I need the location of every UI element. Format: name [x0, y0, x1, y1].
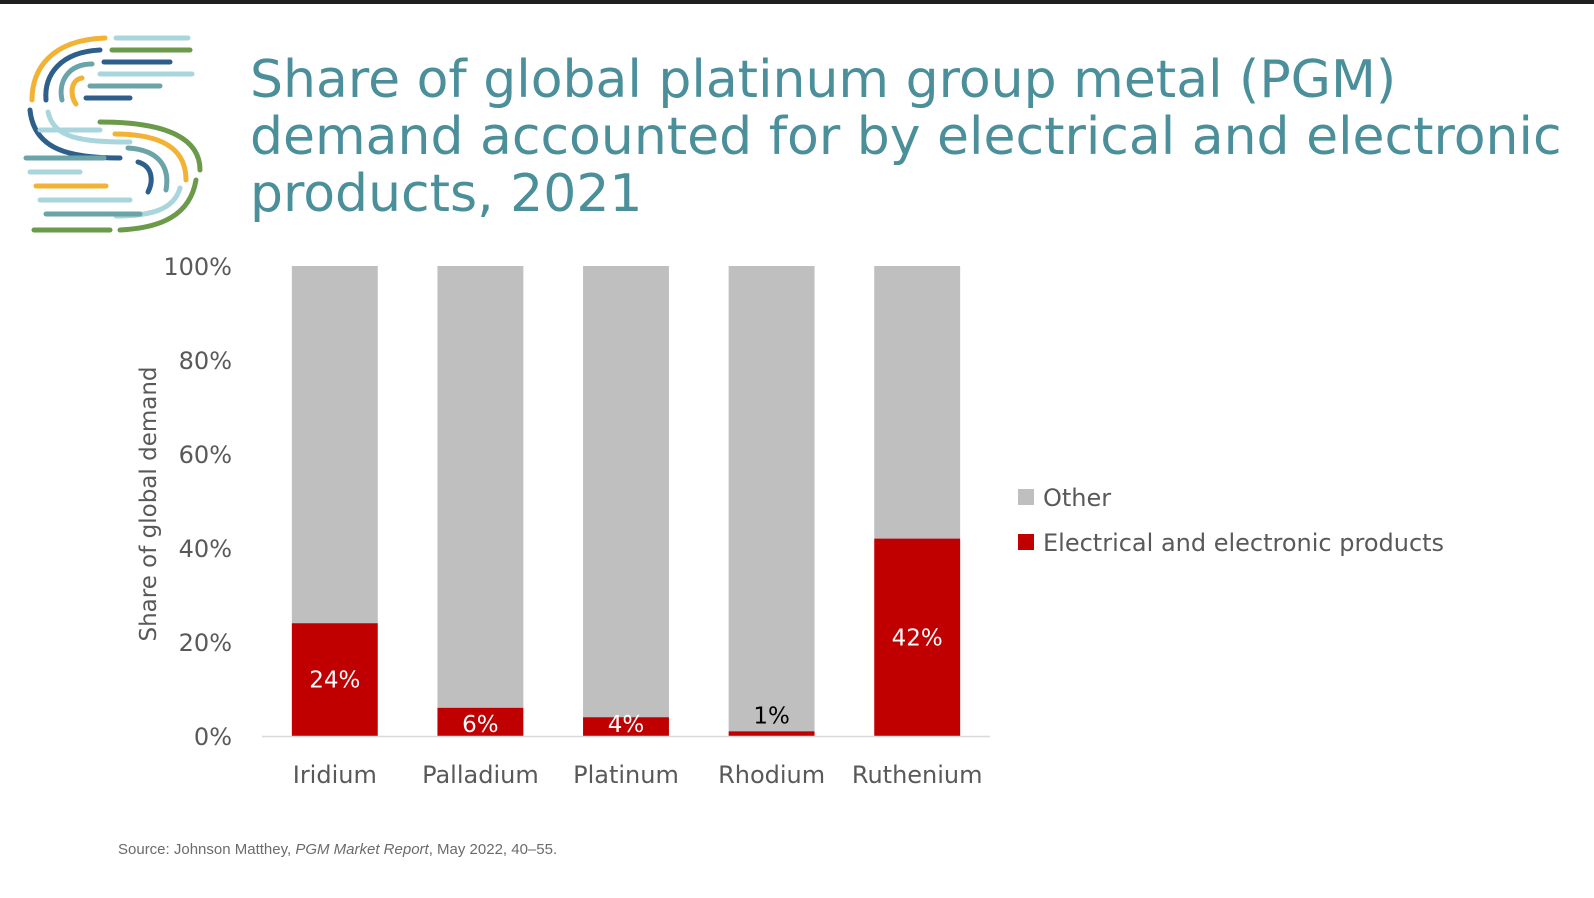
y-tick-label: 0%	[194, 723, 232, 751]
y-tick-label: 40%	[179, 535, 232, 563]
data-label: 42%	[892, 625, 943, 651]
source-prefix: Source: Johnson Matthey,	[118, 841, 296, 858]
bar-other-platinum	[583, 266, 669, 718]
source-report-title: PGM Market Report	[295, 841, 429, 858]
title-line-1: Share of global platinum group metal (PG…	[250, 50, 1397, 110]
bar-electrical-platinum	[583, 717, 669, 736]
stacked-bar-chart: 0% 20% 40% 60% 80% 100% Share of global demand…	[136, 253, 1444, 789]
x-tick-label: Platinum	[573, 761, 679, 789]
source-suffix: , May 2022, 40–55.	[428, 841, 558, 858]
legend-label: Electrical and electronic products	[1043, 529, 1444, 557]
x-tick-label: Ruthenium	[852, 761, 983, 789]
striped-s-logo-icon	[23, 35, 203, 233]
bar-electrical-iridium	[291, 623, 378, 736]
y-tick-label: 60%	[179, 441, 232, 469]
bar-electrical-palladium	[437, 707, 524, 736]
legend-swatch	[1018, 534, 1034, 550]
y-axis-label: Share of global demand	[136, 366, 162, 641]
title-line-3: products, 2021	[250, 164, 643, 224]
bar-other-rhodium	[728, 266, 815, 732]
y-tick-label: 80%	[179, 347, 232, 375]
page-title: Share of global platinum group metal (PG…	[250, 52, 1570, 223]
x-tick-label: Rhodium	[718, 761, 825, 789]
bar-other-palladium	[437, 266, 524, 708]
x-tick-label: Iridium	[293, 761, 377, 789]
bar-electrical-rhodium	[728, 731, 815, 736]
data-label: 6%	[462, 712, 499, 738]
y-tick-label: 100%	[163, 253, 232, 281]
bar-other-ruthenium	[874, 266, 961, 539]
legend-swatch	[1018, 489, 1034, 505]
legend-label: Other	[1043, 484, 1111, 512]
title-line-2: demand accounted for by electrical and e…	[250, 107, 1562, 167]
source-note: Source: Johnson Matthey, PGM Market Repo…	[118, 841, 557, 858]
x-tick-label: Palladium	[422, 761, 539, 789]
data-label: 1%	[753, 703, 790, 729]
bar-electrical-ruthenium	[874, 538, 961, 736]
data-label: 24%	[309, 668, 360, 694]
y-tick-label: 20%	[179, 629, 232, 657]
data-label: 4%	[608, 712, 645, 738]
top-border	[0, 0, 1594, 4]
bar-other-iridium	[291, 266, 378, 624]
